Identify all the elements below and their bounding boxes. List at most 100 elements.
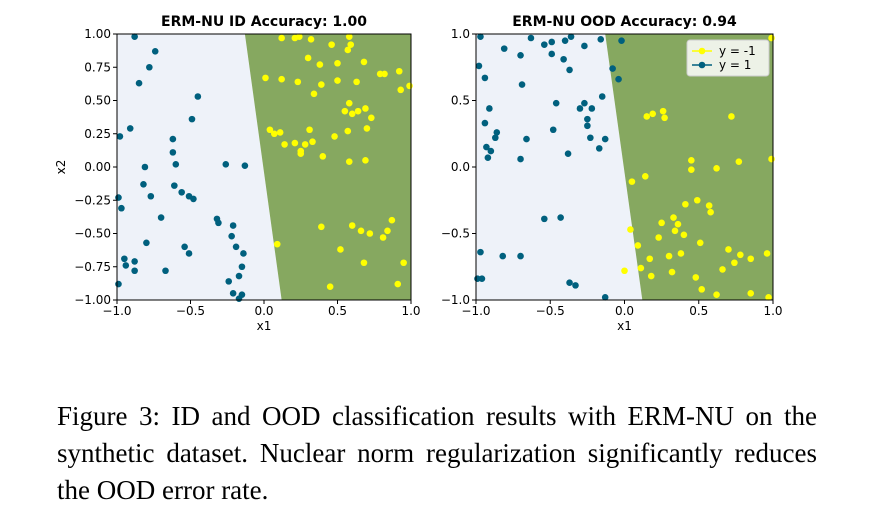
y-tick-label: −0.25	[74, 193, 111, 207]
point-class-neg-1	[395, 67, 403, 75]
point-class-neg-1	[381, 70, 388, 78]
point-class-pos-1	[517, 252, 524, 260]
point-class-pos-1	[157, 214, 165, 221]
point-class-neg-1	[655, 234, 662, 241]
point-class-neg-1	[719, 266, 726, 273]
point-class-pos-1	[121, 255, 128, 263]
point-class-neg-1	[705, 202, 713, 209]
x-tick-label: −1.0	[102, 304, 131, 318]
point-class-neg-1	[768, 155, 775, 163]
point-class-neg-1	[354, 107, 362, 115]
point-class-pos-1	[595, 145, 603, 152]
point-class-neg-1	[406, 82, 413, 90]
point-class-pos-1	[564, 150, 572, 157]
point-class-neg-1	[319, 153, 327, 160]
point-class-neg-1	[334, 59, 341, 67]
point-class-neg-1	[698, 286, 706, 293]
point-class-pos-1	[567, 33, 575, 40]
point-class-neg-1	[266, 126, 274, 134]
point-class-pos-1	[116, 133, 124, 140]
point-class-pos-1	[518, 81, 526, 88]
point-class-pos-1	[146, 63, 153, 71]
point-class-pos-1	[185, 250, 193, 257]
point-class-neg-1	[273, 240, 281, 248]
region-class-pos-1	[476, 34, 643, 300]
legend-marker	[698, 47, 706, 55]
point-class-neg-1	[713, 165, 720, 172]
point-class-pos-1	[122, 262, 130, 269]
y-tick-label: 0.75	[84, 60, 111, 74]
point-class-neg-1	[641, 173, 649, 180]
point-class-neg-1	[628, 178, 636, 185]
point-class-neg-1	[278, 34, 285, 42]
point-class-pos-1	[584, 122, 591, 130]
point-class-pos-1	[169, 135, 177, 143]
point-class-neg-1	[643, 113, 651, 120]
point-class-neg-1	[763, 250, 771, 257]
point-class-neg-1	[318, 81, 325, 88]
point-class-neg-1	[384, 227, 391, 235]
point-class-pos-1	[601, 135, 609, 143]
y-tick-label: −0.50	[74, 227, 111, 241]
y-tick-label: 0.25	[84, 127, 111, 141]
point-class-pos-1	[190, 195, 197, 203]
point-class-neg-1	[658, 219, 665, 227]
point-class-pos-1	[162, 267, 169, 275]
point-class-neg-1	[348, 110, 356, 118]
point-class-neg-1	[768, 34, 775, 42]
point-class-neg-1	[307, 36, 315, 43]
point-class-neg-1	[671, 227, 679, 235]
point-class-neg-1	[649, 110, 657, 118]
point-class-neg-1	[735, 158, 743, 165]
point-class-pos-1	[178, 188, 185, 196]
point-class-pos-1	[572, 282, 579, 289]
point-class-neg-1	[318, 223, 325, 231]
point-class-neg-1	[637, 264, 645, 272]
point-class-pos-1	[587, 134, 594, 142]
legend: y = -1y = 1	[686, 39, 770, 77]
point-class-pos-1	[609, 65, 616, 72]
ood-accuracy-plot: −1.0 −0.5 0.0 0.5 1.0 −1.0 −0.5 0.0 0.5 1.0 ERM-NU…	[441, 14, 783, 333]
point-class-neg-1	[388, 216, 396, 224]
figure: −1.0 −0.5 0.0 0.5 1.0 −1.00 −0.75 −0.50 −0.25 0.0…	[54, 14, 783, 333]
point-class-pos-1	[560, 55, 567, 63]
point-class-neg-1	[360, 58, 368, 66]
point-class-neg-1	[334, 77, 341, 84]
point-class-pos-1	[548, 38, 556, 46]
y-axis-label: x2	[54, 160, 68, 175]
point-class-neg-1	[674, 220, 682, 228]
point-class-neg-1	[301, 141, 309, 148]
point-class-neg-1	[647, 272, 655, 280]
point-class-neg-1	[693, 196, 701, 204]
x-tick-label: 1.0	[401, 304, 420, 318]
plot-title: ERM-NU ID Accuracy: 1.00	[161, 14, 367, 30]
x-tick-label: 0.5	[689, 304, 708, 318]
point-class-pos-1	[618, 37, 625, 44]
point-class-pos-1	[557, 214, 564, 221]
point-class-neg-1	[665, 252, 673, 260]
point-class-neg-1	[328, 41, 335, 48]
point-class-neg-1	[713, 291, 720, 298]
point-class-pos-1	[493, 129, 501, 136]
point-class-pos-1	[126, 125, 134, 132]
point-class-neg-1	[304, 54, 312, 62]
point-class-neg-1	[397, 86, 405, 94]
point-class-pos-1	[118, 204, 125, 212]
point-class-pos-1	[241, 162, 249, 169]
region-class-pos-1	[117, 34, 282, 300]
point-class-neg-1	[362, 105, 369, 112]
point-class-neg-1	[278, 75, 285, 83]
point-class-neg-1	[688, 157, 695, 164]
point-class-pos-1	[481, 74, 489, 82]
point-class-neg-1	[646, 255, 654, 263]
x-tick-label: −1.0	[461, 304, 490, 318]
point-class-neg-1	[345, 33, 353, 40]
point-class-neg-1	[362, 157, 369, 164]
point-class-pos-1	[499, 252, 507, 260]
point-class-pos-1	[475, 62, 483, 70]
point-class-neg-1	[306, 126, 313, 134]
point-class-pos-1	[581, 99, 588, 107]
point-class-neg-1	[688, 166, 695, 173]
point-class-neg-1	[680, 231, 688, 239]
point-class-neg-1	[331, 133, 338, 140]
